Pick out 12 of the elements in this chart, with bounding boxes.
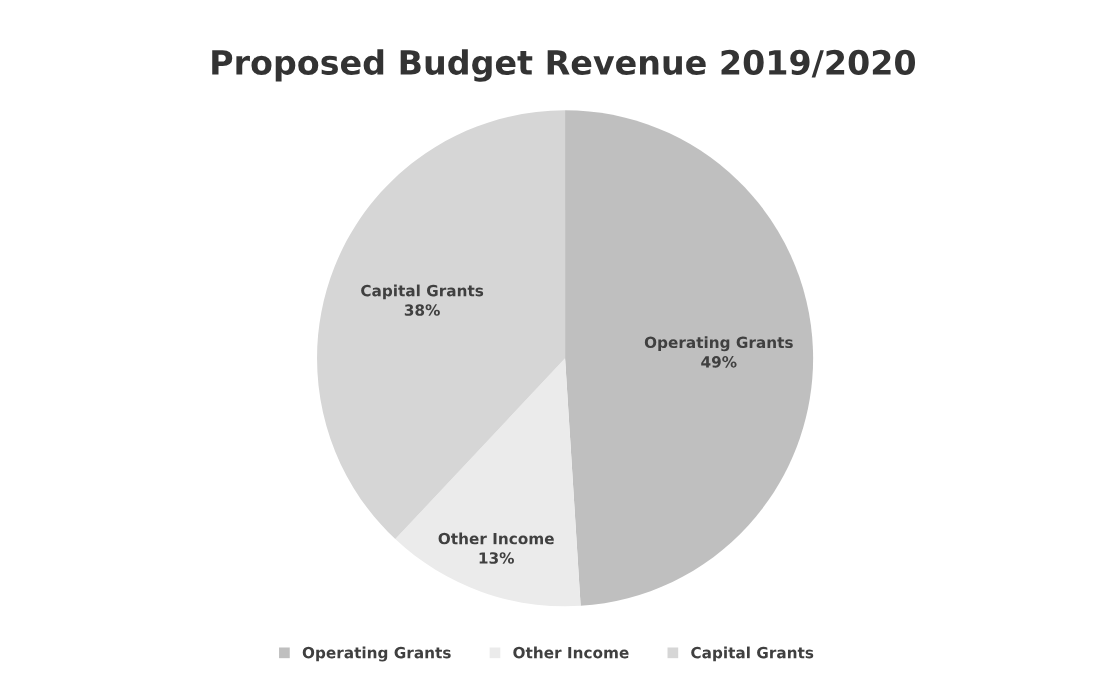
pie-slice	[565, 110, 813, 606]
legend-label: Capital Grants	[691, 646, 814, 662]
data-label: 49%	[701, 356, 737, 368]
slice-label: Operating Grants	[644, 336, 793, 352]
chart-title: Proposed Budget Revenue 2019/2020	[212, 49, 916, 82]
pie-slice	[395, 358, 581, 607]
data-label: 38%	[404, 304, 440, 316]
legend-label: Operating Grants	[302, 646, 451, 662]
legend-label: Other Income	[513, 646, 629, 659]
slice-label: Other Income	[438, 532, 554, 545]
data-label: 13%	[479, 552, 514, 564]
slice-label: Capital Grants	[361, 284, 484, 300]
